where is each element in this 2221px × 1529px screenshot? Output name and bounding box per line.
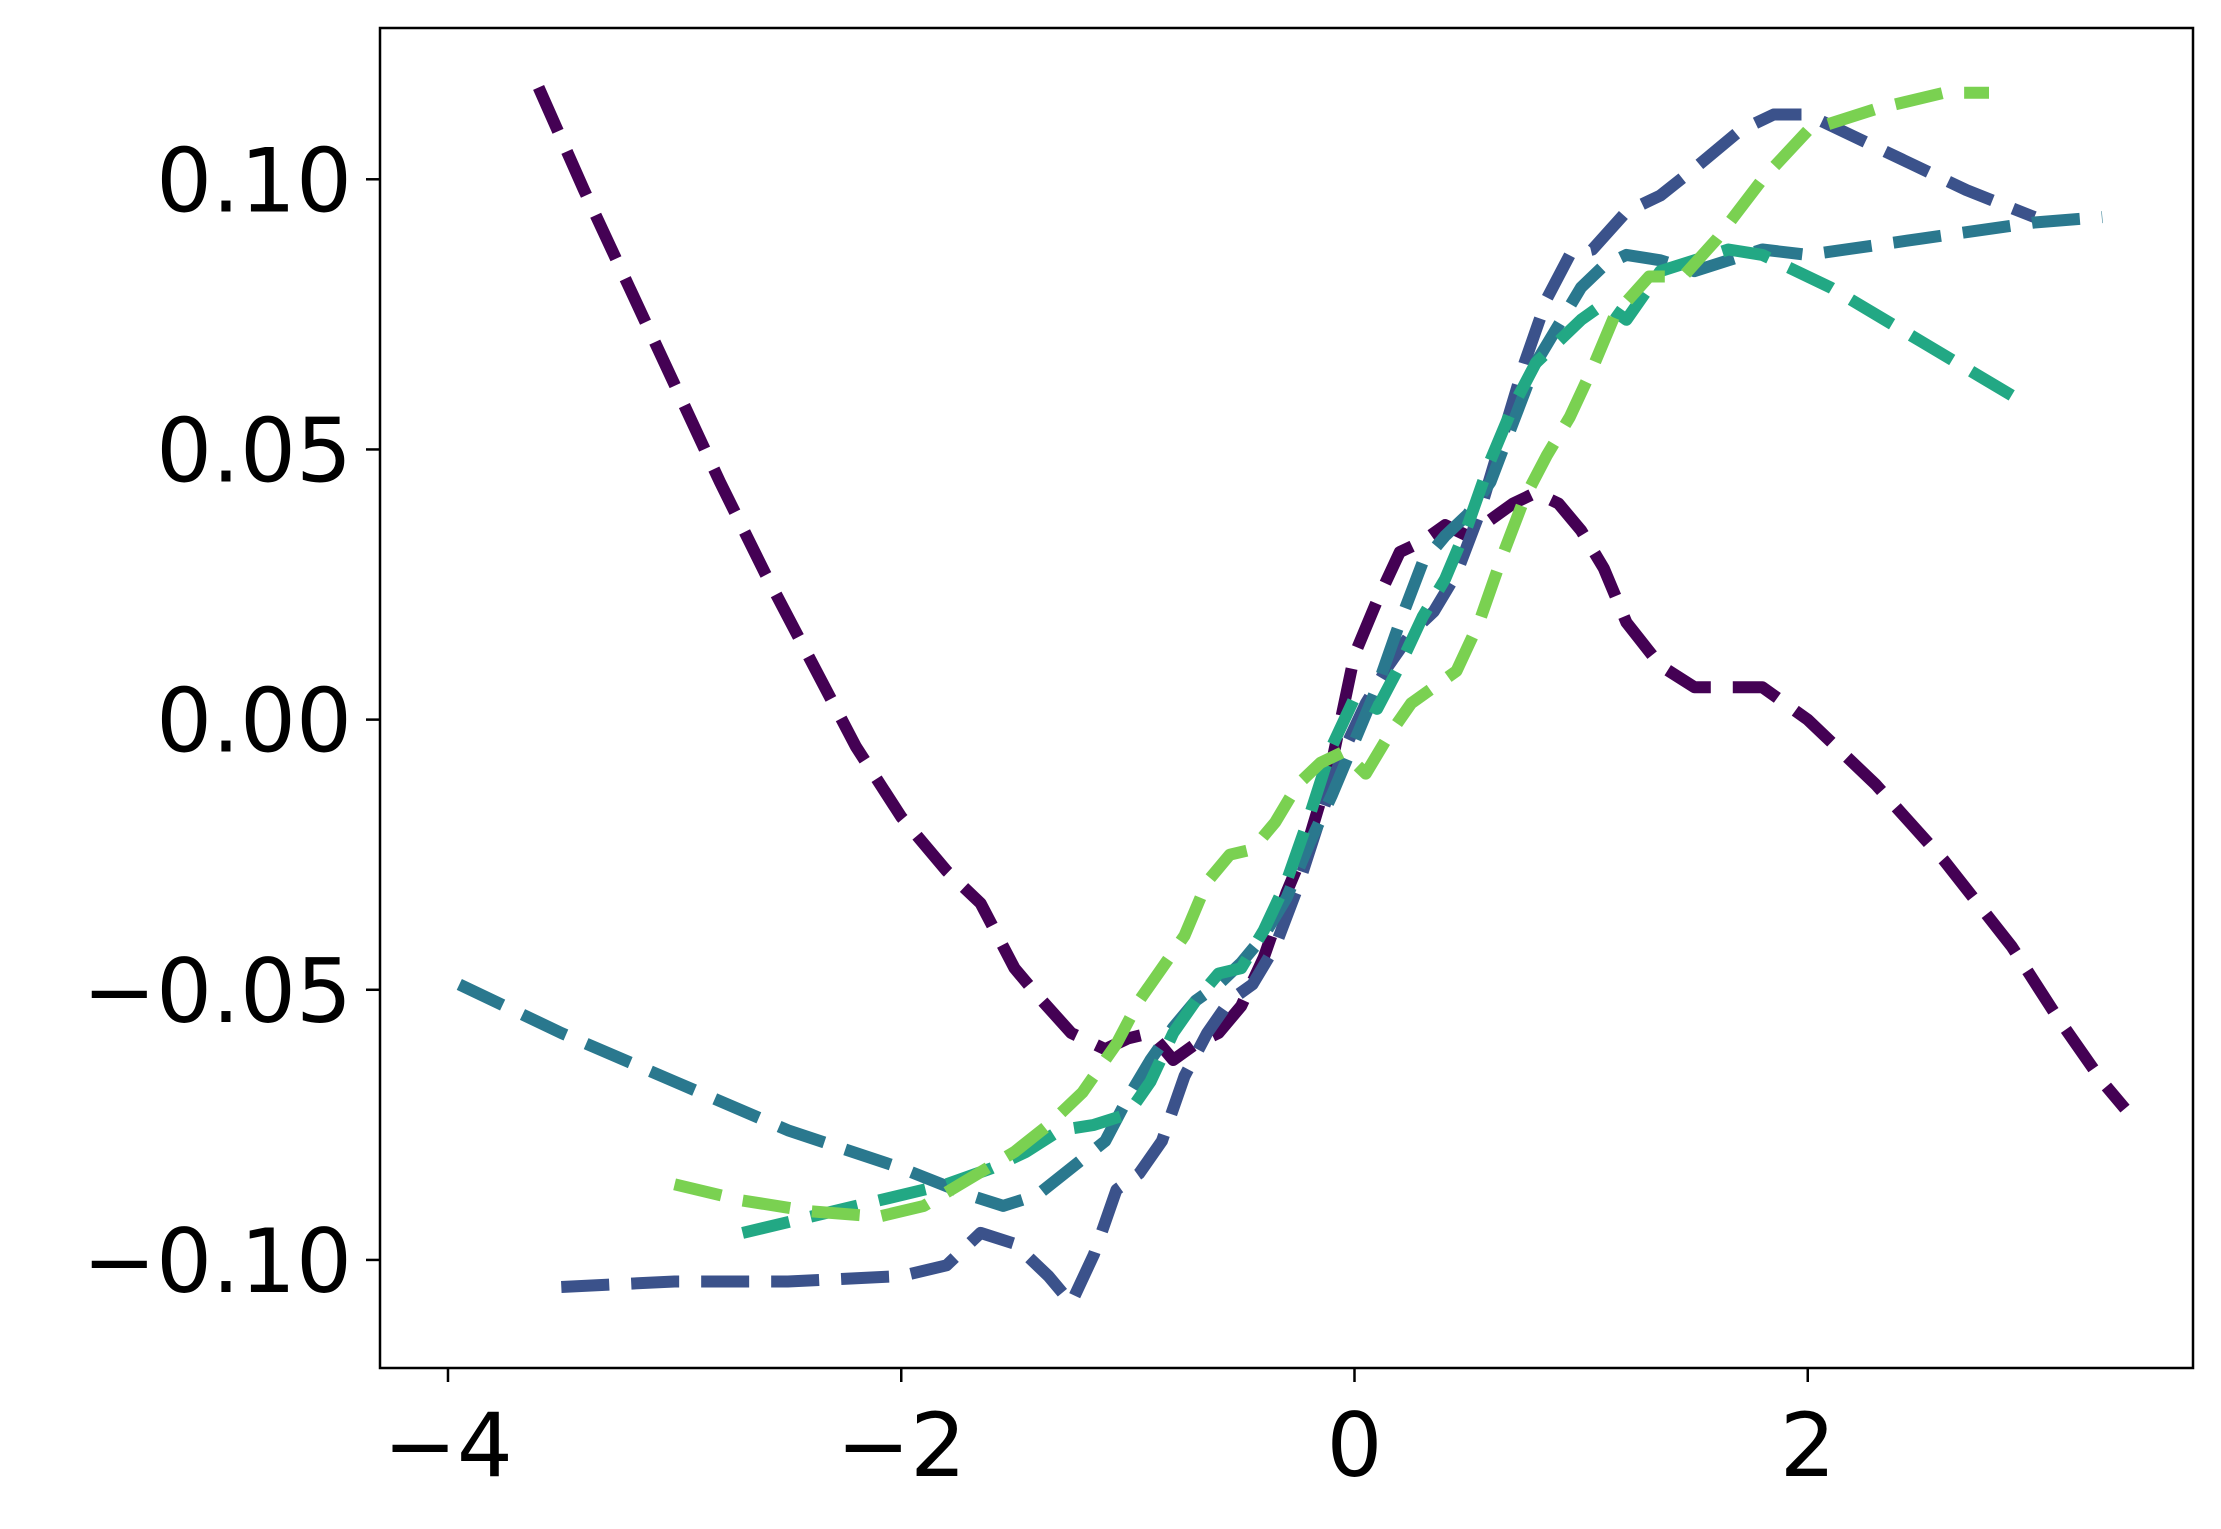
- x-tick-label: −2: [836, 1394, 966, 1497]
- x-tick-label: −4: [383, 1394, 513, 1497]
- series-layer: [456, 84, 2130, 1310]
- series-line-1: [533, 84, 2130, 1113]
- y-axis: −0.10 −0.05 0.00 0.05 0.10: [82, 129, 380, 1313]
- y-tick-label: 0.05: [156, 399, 352, 502]
- x-axis: −4 −2 0 2: [383, 1368, 1836, 1497]
- y-tick-label: −0.05: [82, 940, 352, 1043]
- x-tick-label: 0: [1326, 1394, 1382, 1497]
- x-tick-label: 2: [1780, 1394, 1836, 1497]
- plot-area-frame: [378, 26, 2195, 1370]
- y-tick-label: −0.10: [82, 1210, 352, 1313]
- series-line-2: [561, 108, 2037, 1310]
- y-tick-label: 0.10: [156, 129, 352, 232]
- series-line-5: [673, 86, 1989, 1223]
- y-tick-label: 0.00: [156, 670, 352, 773]
